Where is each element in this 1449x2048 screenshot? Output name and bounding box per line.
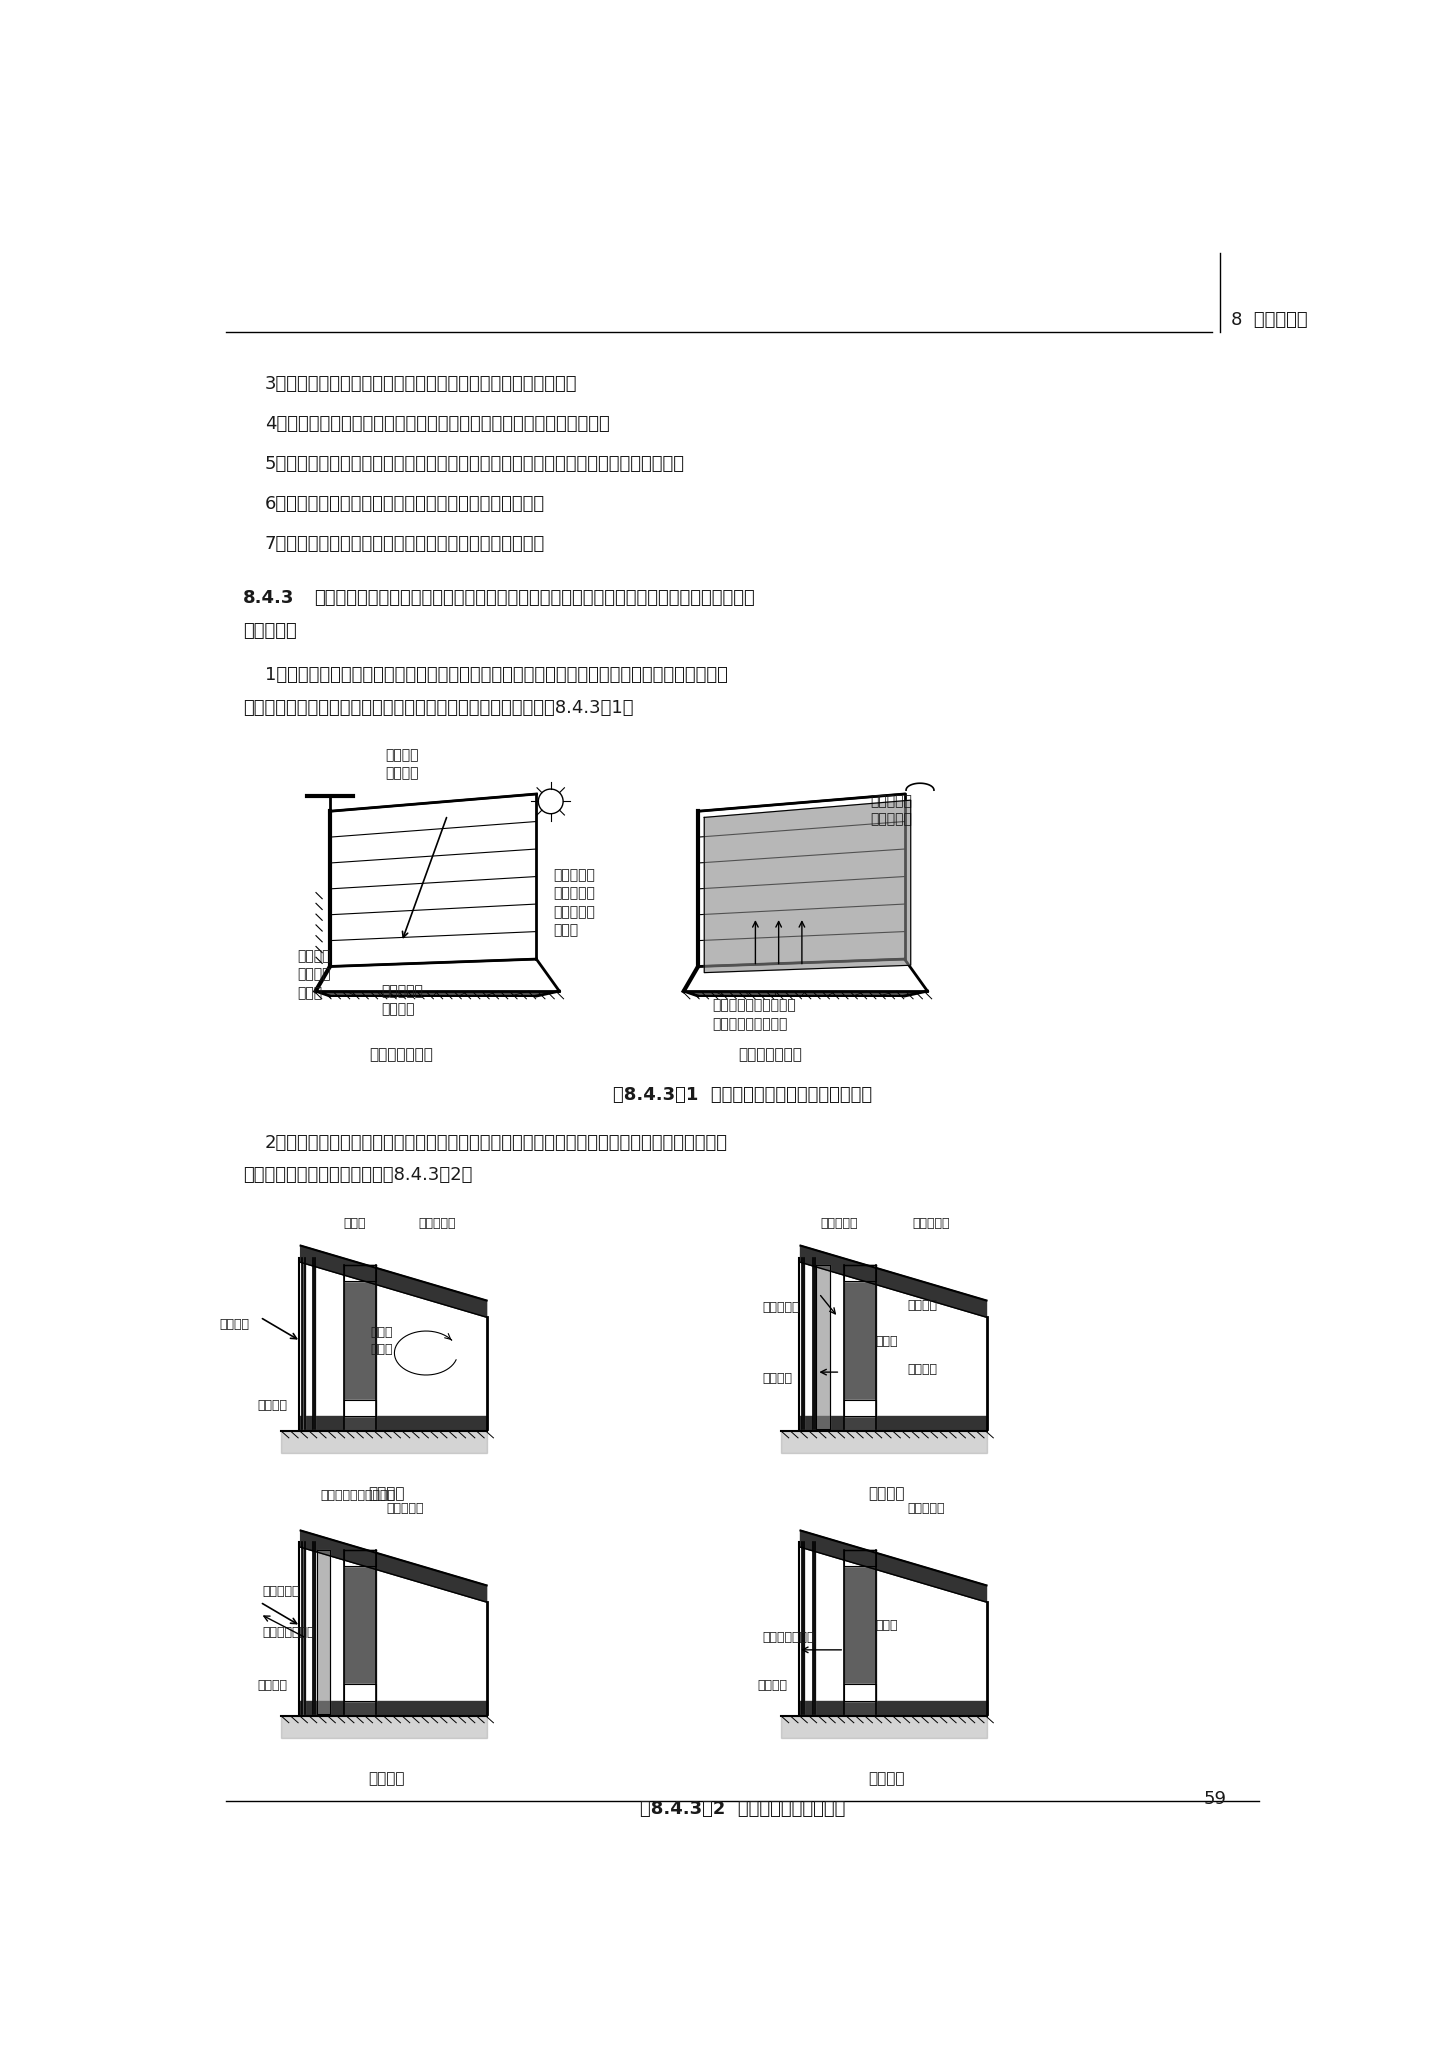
Text: 冬季夜间: 冬季夜间 [868,1487,904,1501]
Text: 挑檐提供
夏季遗阳: 挑檐提供 夏季遗阳 [385,748,419,780]
Text: 室温低于这些蓄热体的表面温度时，蓄热体放热向室内供暖，见图8.4.3－1。: 室温低于这些蓄热体的表面温度时，蓄热体放热向室内供暖，见图8.4.3－1。 [243,698,633,717]
Polygon shape [316,1550,330,1714]
Polygon shape [845,1550,875,1567]
Polygon shape [345,1550,375,1714]
Polygon shape [303,1542,304,1714]
Polygon shape [845,1266,875,1430]
Text: 厚实的楼板
辅助储热: 厚实的楼板 辅助储热 [381,983,423,1016]
Polygon shape [281,1716,487,1739]
Text: 冬季白天: 冬季白天 [368,1487,404,1501]
Polygon shape [845,1399,875,1417]
Text: 8  太阳能利用: 8 太阳能利用 [1232,311,1308,330]
Polygon shape [298,1702,487,1714]
Text: 双层玻璃: 双层玻璃 [258,1679,287,1692]
Polygon shape [345,1266,375,1430]
Text: 双层玻璃: 双层玻璃 [758,1679,787,1692]
Polygon shape [300,1530,487,1602]
Text: 图8.4.3－1  直接受益式太阳房热系统工作原理: 图8.4.3－1 直接受益式太阳房热系统工作原理 [613,1085,872,1104]
Polygon shape [313,1257,314,1430]
Text: 窗外覆保温
板保存热量: 窗外覆保温 板保存热量 [869,795,911,827]
Text: 1．直接受益式是利用南窗直接接受太阳辐射，用楼板、墙体及家具设备等作为吸热和储热体，当: 1．直接受益式是利用南窗直接接受太阳辐射，用楼板、墙体及家具设备等作为吸热和储热… [265,666,727,684]
Text: 辐射传热: 辐射传热 [907,1364,938,1376]
Text: 2．集热蓄热墙式是将集热墙向阳的外表面涂以深色的选择性涂层，加强吸收并减少辐射散热，使: 2．集热蓄热墙式是将集热墙向阳的外表面涂以深色的选择性涂层，加强吸收并减少辐射散… [265,1135,727,1151]
Polygon shape [800,1530,987,1602]
Text: 3．主要居住或活动房间应布置在向阳面，辅助房间布置在北面。: 3．主要居住或活动房间应布置在向阳面，辅助房间布置在北面。 [265,375,577,393]
Text: 高效绍热层: 高效绍热层 [387,1501,425,1516]
Text: 该墙体成为集热和蓄热器，见图8.4.3－2。: 该墙体成为集热和蓄热器，见图8.4.3－2。 [243,1165,472,1184]
Text: 6．蓄热材料应为重质密实材料，如砖、土坎、混凝土等。: 6．蓄热材料应为重质密实材料，如砖、土坎、混凝土等。 [265,496,545,514]
Text: 储热块体
外表面的
保温层: 储热块体 外表面的 保温层 [297,948,330,999]
Text: 集热墙: 集热墙 [875,1620,897,1632]
Text: 向室外辐射热量: 向室外辐射热量 [762,1632,814,1645]
Polygon shape [704,801,911,973]
Polygon shape [313,1542,314,1714]
Text: 高效绍热层: 高效绍热层 [907,1501,945,1516]
Polygon shape [281,1432,487,1454]
Text: 活动隔热层: 活动隔热层 [262,1585,300,1597]
Text: 大面积南窗
使冬季较低
的阳光能射
入室内: 大面积南窗 使冬季较低 的阳光能射 入室内 [554,868,596,938]
Text: 被反射的太阳能: 被反射的太阳能 [262,1626,314,1638]
Text: 通风口关闭: 通风口关闭 [820,1217,858,1229]
Text: 8.4.3: 8.4.3 [243,590,294,606]
Polygon shape [781,1716,987,1739]
Text: 太阳辐射: 太阳辐射 [219,1317,249,1331]
Text: 图8.4.3－2  集热墙冬、夏工作状况: 图8.4.3－2 集热墙冬、夏工作状况 [639,1800,845,1819]
Polygon shape [300,1245,487,1317]
Text: 集热墙从室内吸收热量: 集热墙从室内吸收热量 [320,1489,396,1501]
Polygon shape [813,1257,814,1430]
Text: 7．通过环境绿化、遗阳、通风等措施解决建筑夏季降温。: 7．通过环境绿化、遗阳、通风等措施解决建筑夏季降温。 [265,535,545,553]
Text: 5．围护结构表面应采用导热系数小的材料，如聚苯板等，增加其热阵，降低传热系数。: 5．围护结构表面应采用导热系数小的材料，如聚苯板等，增加其热阵，降低传热系数。 [265,455,685,473]
Text: 通风口: 通风口 [343,1217,367,1229]
Text: 被动式太阳房按照集热形式主要分为直接受益式、集热蓄热墙式、附加阳光间式和蓄热屋顶式: 被动式太阳房按照集热形式主要分为直接受益式、集热蓄热墙式、附加阳光间式和蓄热屋顶… [314,590,755,606]
Polygon shape [798,1417,987,1430]
Polygon shape [303,1257,304,1430]
Polygon shape [345,1683,375,1702]
Text: 高效绍热层: 高效绍热层 [913,1217,951,1229]
Text: 墙、楼板辐射出储存的
热量，保持房间温度: 墙、楼板辐射出储存的 热量，保持房间温度 [713,999,796,1030]
Text: 集热墙: 集热墙 [875,1335,897,1348]
Text: 高效绍热层: 高效绍热层 [419,1217,455,1229]
Text: 冬季采暖：夜间: 冬季采暖：夜间 [738,1047,801,1063]
Polygon shape [845,1266,875,1282]
Text: 集热墙
通风口: 集热墙 通风口 [369,1327,393,1356]
Text: 冬季采暖：白天: 冬季采暖：白天 [369,1047,433,1063]
Polygon shape [845,1683,875,1702]
Text: 活动隔热层: 活动隔热层 [762,1300,800,1313]
Text: 夏季白天: 夏季白天 [368,1772,404,1786]
Polygon shape [803,1257,804,1430]
Text: 对流传热: 对流传热 [907,1298,938,1313]
Polygon shape [298,1417,487,1430]
Text: 59: 59 [1204,1790,1227,1808]
Polygon shape [781,1432,987,1454]
Text: 夏季夜间: 夏季夜间 [868,1772,904,1786]
Polygon shape [345,1399,375,1417]
Polygon shape [798,1702,987,1714]
Polygon shape [345,1550,375,1567]
Polygon shape [816,1266,830,1430]
Text: 四种形式。: 四种形式。 [243,621,297,639]
Polygon shape [345,1266,375,1282]
Text: 4．尽量在南向开大窗，减小北向窗，不设置东西向窗。窗宜为双层窗。: 4．尽量在南向开大窗，减小北向窗，不设置东西向窗。窗宜为双层窗。 [265,416,610,434]
Polygon shape [803,1542,804,1714]
Polygon shape [845,1550,875,1714]
Polygon shape [800,1245,987,1317]
Polygon shape [813,1542,814,1714]
Text: 双层玻璃: 双层玻璃 [258,1399,287,1411]
Text: 双层玻璃: 双层玻璃 [762,1372,793,1384]
